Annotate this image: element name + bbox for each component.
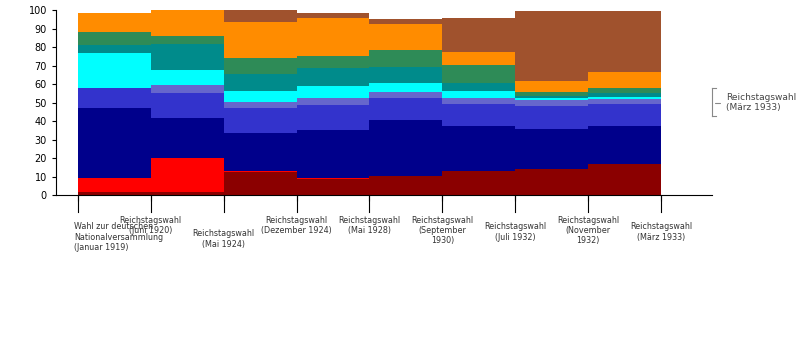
Text: Reichstagswahl
(Mai 1924): Reichstagswahl (Mai 1924)	[193, 229, 254, 249]
Text: Reichstagswahl
(Dezember 1924): Reichstagswahl (Dezember 1924)	[261, 216, 332, 235]
Text: Reichstagswahl
(Mai 1928): Reichstagswahl (Mai 1928)	[338, 216, 401, 235]
Text: Reichstagswahl
(März 1933): Reichstagswahl (März 1933)	[714, 93, 796, 113]
Text: Reichstagswahl
(Juli 1932): Reichstagswahl (Juli 1932)	[484, 222, 546, 242]
Text: Reichstagswahl
(September
1930): Reichstagswahl (September 1930)	[411, 216, 474, 245]
Text: Wahl zur deutschen
Nationalversammlung
(Januar 1919): Wahl zur deutschen Nationalversammlung (…	[74, 222, 163, 252]
Text: Reichstagswahl
(Juni 1920): Reichstagswahl (Juni 1920)	[120, 216, 182, 235]
Text: Reichstagswahl
(März 1933): Reichstagswahl (März 1933)	[630, 222, 692, 242]
Text: Reichstagswahl
(November
1932): Reichstagswahl (November 1932)	[557, 216, 619, 245]
